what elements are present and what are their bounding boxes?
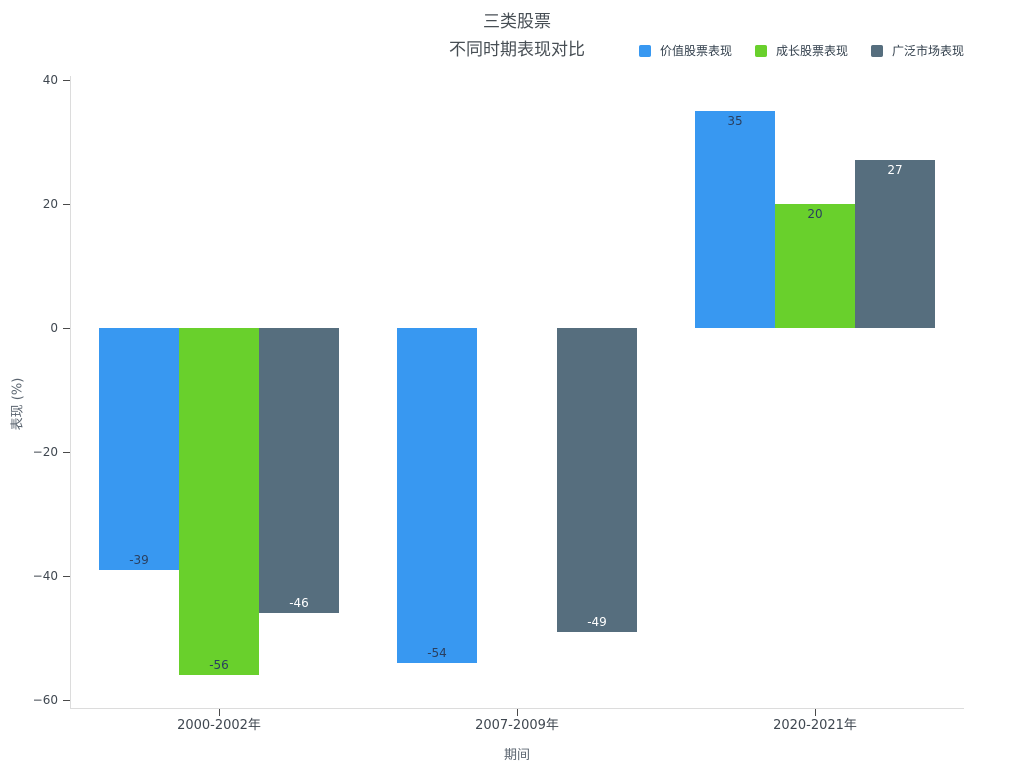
y-tick-mark xyxy=(63,203,70,205)
y-tick-mark xyxy=(63,699,70,701)
bar[interactable] xyxy=(179,327,259,676)
legend-swatch xyxy=(754,44,767,57)
x-tick-mark xyxy=(219,709,220,716)
x-axis-title: 期间 xyxy=(503,748,530,763)
y-axis-line xyxy=(70,76,71,708)
legend-label: 成长股票表现 xyxy=(775,44,848,58)
y-tick-label: 40 xyxy=(42,72,58,87)
x-tick-label: 2000-2002年 xyxy=(177,718,261,733)
legend-swatch xyxy=(870,44,883,57)
y-tick-mark xyxy=(63,451,70,453)
chart-title-line-1: 三类股票 xyxy=(483,12,551,32)
bar[interactable] xyxy=(397,327,477,663)
x-tick-mark xyxy=(517,709,518,716)
bar[interactable] xyxy=(775,203,855,328)
bar[interactable] xyxy=(259,327,339,614)
y-axis-title: 表现 (%) xyxy=(10,377,26,431)
y-tick-mark xyxy=(63,575,70,577)
bar[interactable] xyxy=(99,327,179,570)
y-tick-label: −40 xyxy=(32,568,58,583)
x-tick-label: 2007-2009年 xyxy=(475,718,559,733)
x-tick-label: 2020-2021年 xyxy=(773,718,857,733)
chart-title: 三类股票 不同时期表现对比 xyxy=(70,8,964,64)
legend: 价值股票表现 成长股票表现 广泛市场表现 xyxy=(638,42,964,59)
bar[interactable] xyxy=(695,110,775,328)
x-axis-line xyxy=(70,708,964,709)
bar[interactable] xyxy=(855,160,935,328)
legend-label: 价值股票表现 xyxy=(659,44,732,58)
y-tick-label: 0 xyxy=(50,320,58,335)
bar[interactable] xyxy=(557,327,637,632)
chart-title-line-2: 不同时期表现对比 xyxy=(449,40,585,60)
legend-label: 广泛市场表现 xyxy=(891,44,964,58)
legend-item-1[interactable]: 成长股票表现 xyxy=(754,42,848,59)
y-tick-mark xyxy=(63,79,70,81)
y-tick-mark xyxy=(63,327,70,329)
legend-item-0[interactable]: 价值股票表现 xyxy=(638,42,732,59)
y-tick-label: −20 xyxy=(32,444,58,459)
y-tick-label: 20 xyxy=(42,196,58,211)
legend-swatch xyxy=(638,44,651,57)
legend-item-2[interactable]: 广泛市场表现 xyxy=(870,42,964,59)
x-tick-mark xyxy=(815,709,816,716)
y-tick-label: −60 xyxy=(32,692,58,707)
